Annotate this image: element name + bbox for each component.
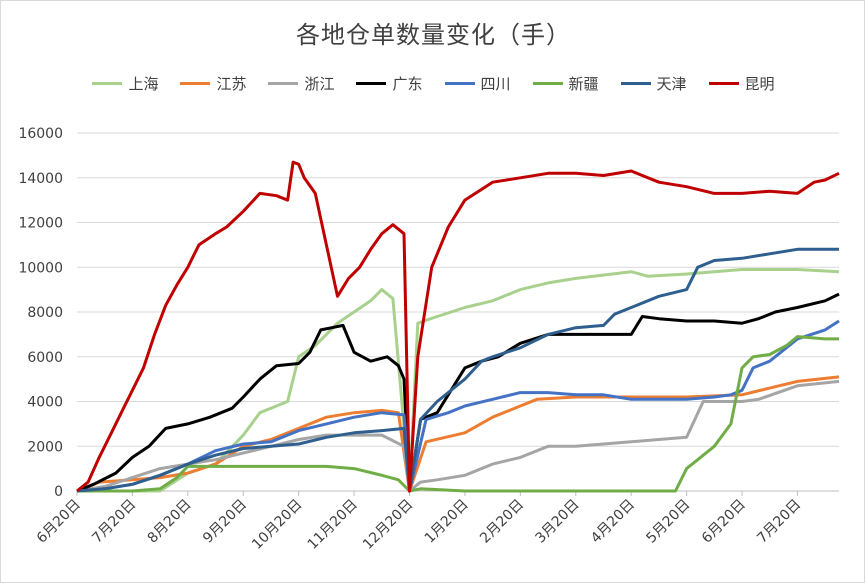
series-line: [77, 335, 839, 493]
legend-swatch: [444, 82, 475, 85]
legend-item-xinjiang: 新疆: [532, 73, 599, 94]
legend-swatch: [532, 82, 563, 85]
x-tick-label: 7月20日: [754, 497, 804, 547]
x-tick-label: 3月20日: [533, 497, 583, 547]
x-tick-label: 6月20日: [699, 497, 749, 547]
legend-swatch: [708, 82, 739, 85]
x-tick-label: 1月20日: [422, 497, 472, 547]
y-tick-label: 14000: [18, 171, 63, 187]
legend-item-guangdong: 广东: [356, 73, 423, 94]
legend-item-jiangsu: 江苏: [180, 73, 246, 94]
legend-swatch: [620, 82, 651, 85]
legend-item-sichuan: 四川: [444, 73, 511, 94]
x-tick-label: 2月20日: [477, 497, 527, 547]
x-tick-label: 7月20日: [89, 497, 139, 547]
legend-swatch: [356, 82, 387, 85]
legend-swatch: [268, 82, 299, 85]
x-tick-label: 12月20日: [360, 497, 416, 553]
legend-item-kunming: 昆明: [708, 73, 775, 94]
y-tick-label: 0: [54, 484, 63, 500]
y-tick-label: 4000: [27, 395, 63, 411]
legend-label: 上海: [128, 75, 159, 93]
y-tick-label: 10000: [18, 260, 63, 276]
x-tick-label: 11月20日: [305, 497, 361, 553]
legend-label: 新疆: [568, 75, 599, 93]
legend-label: 天津: [656, 75, 687, 93]
y-tick-label: 6000: [27, 350, 63, 366]
x-tick-label: 8月20日: [145, 497, 195, 547]
series-line: [76, 379, 840, 493]
series-line: [76, 160, 840, 493]
y-tick-label: 16000: [18, 126, 63, 142]
legend-swatch: [180, 82, 211, 85]
y-tick-label: 8000: [27, 305, 63, 321]
y-tick-label: 2000: [27, 439, 63, 455]
legend-label: 江苏: [216, 75, 247, 93]
y-tick-label: 12000: [18, 216, 63, 232]
legend-item-shanghai: 上海: [92, 73, 158, 94]
legend-label: 四川: [480, 75, 511, 93]
legend-swatch: [92, 82, 123, 85]
x-tick-label: 4月20日: [588, 497, 638, 547]
x-tick-label: 6月20日: [34, 497, 84, 547]
chart-title: 各地仓单数量变化（手）: [296, 21, 571, 49]
series-line: [76, 292, 840, 493]
x-tick-label: 5月20日: [643, 497, 693, 547]
legend-label: 浙江: [304, 75, 335, 93]
chart-legend: 上海 江苏 浙江 广东 四川 新疆 天津 昆明: [1, 73, 865, 94]
legend-label: 昆明: [744, 75, 775, 93]
x-tick-label: 10月20日: [249, 497, 305, 553]
legend-label: 广东: [392, 75, 423, 93]
legend-item-tianjin: 天津: [620, 73, 687, 94]
x-tick-label: 9月20日: [200, 497, 250, 547]
series-line: [76, 247, 839, 493]
legend-item-zhejiang: 浙江: [268, 73, 334, 94]
